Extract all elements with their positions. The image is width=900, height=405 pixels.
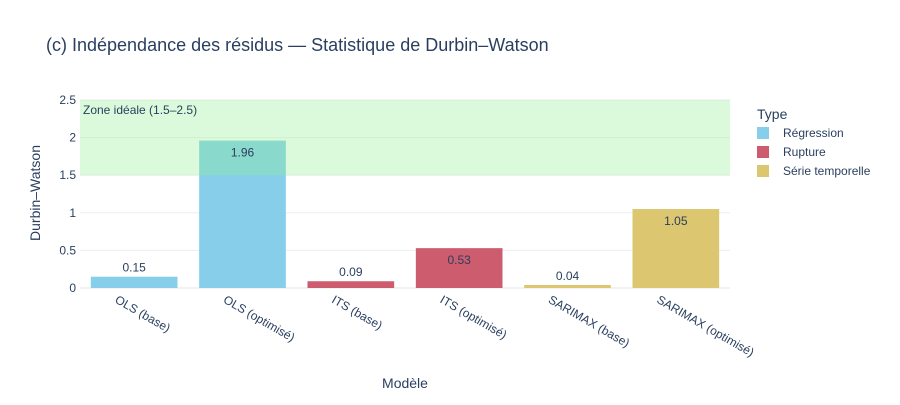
y-tick-label: 1.5: [59, 168, 76, 182]
ideal-zone-label: Zone idéale (1.5–2.5): [83, 103, 197, 117]
x-axis-label: Modèle: [382, 375, 428, 391]
legend-swatch[interactable]: [757, 165, 769, 177]
legend: Type Régression Rupture Série temporelle: [757, 106, 871, 178]
legend-title: Type: [757, 106, 788, 122]
bar-sarimax-base[interactable]: [524, 284, 611, 288]
legend-item-label[interactable]: Rupture: [783, 145, 826, 159]
x-tick-label: SARIMAX (base): [546, 292, 632, 350]
bar-value-label: 1.05: [664, 214, 688, 228]
legend-item-label[interactable]: Série temporelle: [783, 164, 871, 178]
bar-ols-base[interactable]: [90, 276, 178, 288]
y-tick-label: 2: [69, 131, 76, 145]
bar-value-label: 0.15: [122, 261, 146, 275]
legend-swatch[interactable]: [757, 146, 769, 158]
y-axis-label: Durbin–Watson: [27, 145, 43, 241]
bar-value-label: 1.96: [231, 146, 255, 160]
bar-sarimax-optimis[interactable]: [632, 209, 720, 288]
ideal-zone-rect: [80, 100, 730, 176]
bar-value-label: 0.09: [339, 265, 363, 279]
x-tick-label: SARIMAX (optimisé): [654, 292, 756, 359]
bar-its-optimis[interactable]: [415, 248, 503, 288]
chart-title: (c) Indépendance des résidus — Statistiq…: [46, 35, 549, 55]
legend-item-label[interactable]: Régression: [783, 126, 844, 140]
y-tick-label: 0: [69, 281, 76, 295]
bar-value-label: 0.53: [447, 253, 471, 267]
bar-its-base[interactable]: [307, 281, 395, 288]
x-tick-label: ITS (optimisé): [438, 292, 510, 341]
bar-ols-optimis[interactable]: [199, 140, 286, 288]
x-tick-label: OLS (base): [113, 292, 173, 335]
bar-value-label: 0.04: [556, 269, 580, 283]
y-tick-label: 2.5: [59, 93, 76, 107]
bars: [90, 140, 720, 288]
ideal-zone-band: Zone idéale (1.5–2.5): [80, 100, 730, 176]
y-tick-label: 1: [69, 206, 76, 220]
x-tick-label: ITS (base): [329, 292, 385, 332]
data-labels: 0.15 1.96 0.09 0.53 0.04 1.05: [122, 146, 687, 283]
legend-swatch[interactable]: [757, 127, 769, 139]
grid-lines: [80, 99, 730, 289]
x-tick-label: OLS (optimisé): [221, 292, 297, 344]
y-tick-label: 0.5: [59, 243, 76, 257]
